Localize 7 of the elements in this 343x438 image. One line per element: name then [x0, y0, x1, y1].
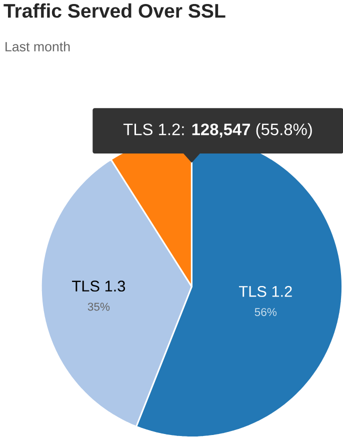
chart-title: Traffic Served Over SSL: [3, 3, 226, 18]
slice-label: TLS 1.2: [238, 286, 292, 297]
text: TLS 1.2: 128,547 (55.8%): [123, 123, 312, 138]
data-label: 56%: [254, 308, 276, 316]
slice-label: TLS 1.3: [72, 280, 125, 292]
chart-subtitle: Last month: [5, 42, 70, 52]
data-label: 35%: [88, 302, 110, 311]
